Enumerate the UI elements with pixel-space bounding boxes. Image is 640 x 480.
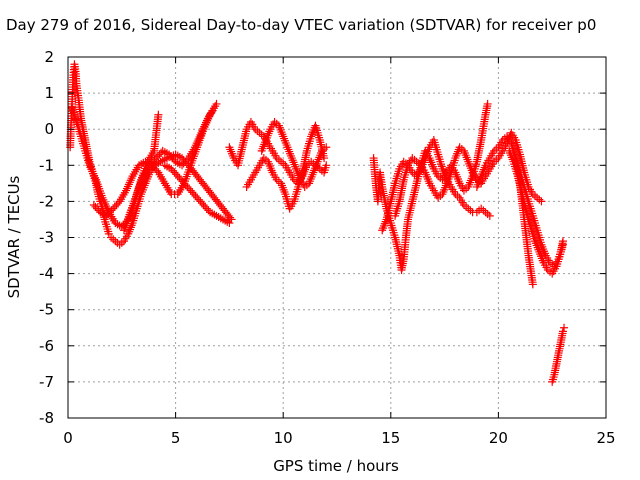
data-point	[279, 159, 288, 168]
data-point	[115, 240, 124, 249]
data-point	[192, 139, 201, 148]
data-point	[472, 208, 481, 217]
data-point	[212, 99, 221, 108]
y-tick-label: -5	[39, 301, 54, 319]
data-point	[85, 161, 94, 170]
data-point	[196, 130, 205, 139]
data-point	[533, 193, 542, 202]
data-point	[99, 195, 108, 204]
y-tick-label: 0	[44, 120, 54, 138]
data-point	[90, 171, 99, 180]
data-point	[322, 143, 331, 152]
data-point	[277, 157, 286, 166]
x-tick-label: 10	[274, 429, 293, 447]
chart-title: Day 279 of 2016, Sidereal Day-to-day VTE…	[6, 16, 596, 34]
data-point	[253, 127, 262, 136]
data-point	[193, 137, 202, 146]
data-point	[197, 128, 206, 137]
data-point	[535, 195, 544, 204]
data-point	[190, 143, 199, 152]
data-point	[530, 191, 539, 200]
data-point	[100, 197, 109, 206]
data-point	[157, 148, 166, 157]
data-point	[274, 155, 283, 164]
data-point	[485, 211, 494, 220]
grid	[68, 57, 606, 418]
data-point	[117, 238, 126, 247]
y-axis-label: SDTVAR / TECUs	[5, 175, 23, 298]
y-tick-label: -7	[39, 373, 54, 391]
y-tick-label: -6	[39, 337, 54, 355]
data-point	[322, 161, 331, 170]
data-point	[200, 122, 209, 131]
y-tick-label: -2	[39, 192, 54, 210]
data-point	[226, 213, 235, 222]
data-point	[195, 132, 204, 141]
data-point	[560, 323, 569, 332]
data-point	[126, 176, 135, 185]
y-tick-label: 1	[44, 84, 54, 102]
data-point	[127, 174, 136, 183]
data-point	[124, 180, 133, 189]
data-point	[194, 134, 203, 143]
data-point	[88, 167, 97, 176]
data-point	[199, 124, 208, 133]
data-point	[202, 116, 211, 125]
data-point	[123, 184, 132, 193]
data-point	[208, 107, 217, 116]
x-axis-label: GPS time / hours	[273, 457, 399, 475]
x-tick-label: 25	[596, 429, 615, 447]
data-point	[492, 155, 501, 164]
data-point	[98, 193, 107, 202]
data-point	[528, 280, 537, 289]
data-point	[453, 191, 462, 200]
data-point	[464, 204, 473, 213]
y-axis-tick-labels: 2 1 0 -1 -2 -3 -4 -5 -6 -7 -8	[39, 48, 54, 427]
data-point	[466, 206, 475, 215]
data-point	[477, 204, 486, 213]
data-point	[201, 120, 210, 129]
x-tick-label: 20	[489, 429, 508, 447]
data-point	[123, 182, 132, 191]
data-point	[462, 202, 471, 211]
data-point	[481, 208, 490, 217]
data-point	[483, 210, 492, 219]
data-point	[87, 165, 96, 174]
data-point	[91, 173, 100, 182]
data-point	[89, 169, 98, 178]
y-tick-label: -4	[39, 265, 54, 283]
data-points	[66, 60, 569, 386]
data-point	[198, 126, 207, 135]
data-point	[111, 237, 120, 246]
y-tick-label: 2	[44, 48, 54, 66]
axis-ticks	[67, 56, 607, 419]
data-point	[479, 206, 488, 215]
data-point	[109, 235, 118, 244]
data-point	[101, 199, 110, 208]
data-point	[154, 110, 163, 119]
data-point	[255, 128, 264, 137]
x-tick-label: 0	[63, 429, 73, 447]
data-point	[558, 240, 567, 249]
data-point	[86, 163, 95, 172]
data-point	[492, 145, 501, 154]
data-point	[225, 219, 234, 228]
data-point	[537, 197, 546, 206]
data-point	[122, 186, 131, 195]
x-tick-label: 15	[381, 429, 400, 447]
y-tick-label: -8	[39, 409, 54, 427]
data-point	[191, 141, 200, 150]
x-axis-tick-labels: 0 5 10 15 20 25	[63, 429, 615, 447]
data-point	[202, 118, 211, 127]
data-point	[483, 99, 492, 108]
data-point	[125, 178, 134, 187]
y-tick-label: -3	[39, 229, 54, 247]
data-point	[102, 202, 111, 211]
x-tick-label: 5	[171, 429, 181, 447]
y-tick-label: -1	[39, 156, 54, 174]
data-point	[558, 327, 567, 336]
